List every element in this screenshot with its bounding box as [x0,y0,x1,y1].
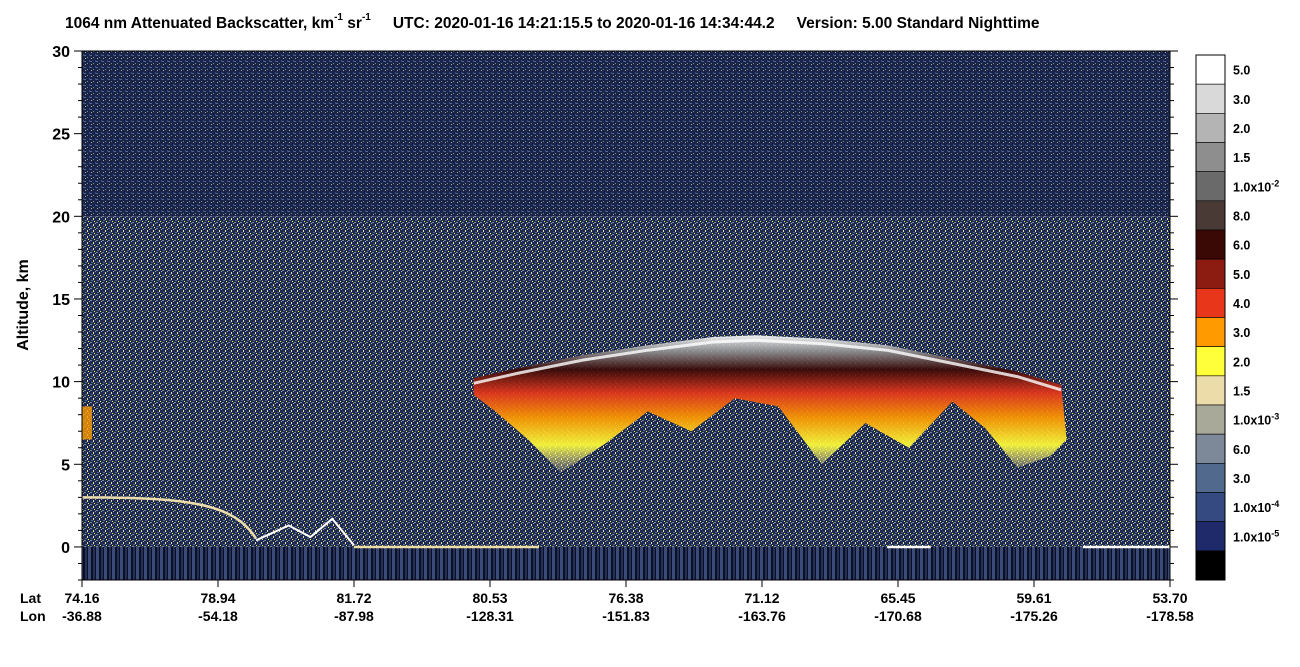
colorbar-label: 1.0x10-3 [1233,412,1279,428]
colorbar-swatch [1195,258,1226,289]
colorbar-swatch [1195,375,1226,406]
plot-area [81,50,1171,581]
y-tick-label: 30 [52,44,70,61]
colorbar-label-exponent: -2 [1271,178,1279,188]
colorbar-label: 2.0 [1233,355,1250,369]
x-tick-label: -151.83 [602,608,650,624]
y-axis-label: Altitude, km [15,259,32,351]
x-tick-label: -178.58 [1146,608,1194,624]
x-tick-label: 74.16 [64,590,99,606]
x-tick-label: 53.70 [1152,590,1187,606]
x-row-label: Lon [20,608,46,624]
colorbar-swatch [1195,404,1226,435]
colorbar-label: 3.0 [1233,93,1250,107]
colorbar-swatch [1195,142,1226,172]
colorbar-swatch [1195,171,1226,202]
colorbar-swatch [1195,83,1226,114]
colorbar-swatch [1195,433,1226,464]
x-tick-label: 78.94 [200,590,235,606]
cirrus-cloud [473,335,1067,473]
colorbar-label: 3.0 [1233,472,1250,486]
x-tick-label: -36.88 [62,608,102,624]
y-tick-label: 10 [52,375,70,392]
subsurface-region [82,546,1170,580]
colorbar-label: 1.0x10-4 [1233,499,1279,515]
colorbar-label: 1.0x10-5 [1233,528,1279,544]
cloud-top-return [473,338,1062,392]
colorbar-label-exponent: -5 [1271,528,1279,538]
colorbar-swatch [1195,521,1226,552]
colorbar-label: 2.0 [1233,122,1250,136]
colorbar-label: 5.0 [1233,64,1250,78]
elevated-surface-return [81,496,258,540]
x-tick-label: -163.76 [738,608,786,624]
stratosphere-noise [82,51,1170,217]
y-tick-label: 0 [61,540,70,557]
colorbar-label: 5.0 [1233,268,1250,282]
x-tick-label: -170.68 [874,608,922,624]
x-tick-label: 59.61 [1016,590,1051,606]
colorbar-label-exponent: -4 [1271,499,1279,509]
chart-title: 1064 nm Attenuated Backscatter, km-1 sr-… [65,12,1040,33]
colorbar-label: 1.5 [1233,151,1250,165]
x-row-label: Lat [20,590,41,606]
colorbar-swatch [1195,463,1226,493]
colorbar-swatch [1195,54,1226,85]
y-tick-label: 15 [52,292,70,309]
x-tick-label: 81.72 [336,590,371,606]
colorbar-label: 6.0 [1233,443,1250,457]
x-axis: Lat 74.16 78.94 81.72 80.53 76.38 71.12 65.45 59… [20,580,1194,624]
x-tick-label: -54.18 [198,608,238,624]
colorbar-label: 1.0x10-2 [1233,178,1279,194]
y-tick-label: 5 [61,457,70,474]
y-axis: 0 5 10 15 20 25 30 [52,44,1178,581]
colorbar-swatch [1195,346,1226,377]
colorbar-label: 6.0 [1233,239,1250,253]
colorbar-label: 8.0 [1233,209,1250,223]
y-tick-label: 25 [52,127,70,144]
colorbar-swatch [1195,317,1226,347]
colorbar-swatch [1195,550,1226,581]
x-tick-label: 76.38 [608,590,643,606]
colorbar-swatch [1195,200,1226,231]
colorbar-label: 4.0 [1233,297,1250,311]
colorbar-label: 1.5 [1233,384,1250,398]
colorbar-swatch [1195,229,1226,260]
y-tick-label: 20 [52,209,70,226]
colorbar-label: 3.0 [1233,326,1250,340]
x-tick-label: -128.31 [466,608,514,624]
colorbar-label-exponent: -3 [1271,412,1279,422]
colorbar: 5.0 3.0 2.0 1.5 1.0x10-2 8.0 6.0 5.0 4.0 3.0 2.0 1.… [1195,54,1279,581]
terrain-surface-return [255,517,355,546]
x-tick-label: -175.26 [1010,608,1058,624]
colorbar-frame [1195,54,1226,581]
x-tick-label: 80.53 [472,590,507,606]
x-tick-label: -87.98 [334,608,374,624]
x-tick-label: 71.12 [744,590,779,606]
x-tick-label: 65.45 [880,590,915,606]
edge-aerosol [82,406,92,440]
colorbar-swatch [1195,113,1226,143]
colorbar-swatch [1195,492,1226,522]
colorbar-swatch [1195,288,1226,318]
